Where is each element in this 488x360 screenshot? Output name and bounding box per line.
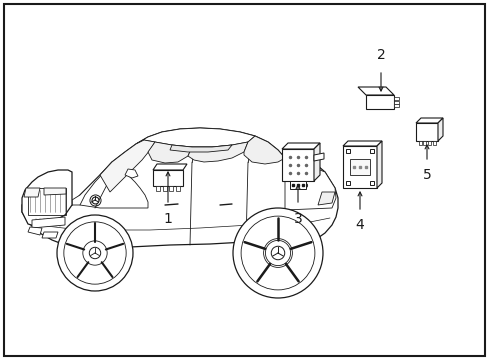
Bar <box>176 186 180 191</box>
Bar <box>431 141 435 145</box>
Polygon shape <box>72 162 148 208</box>
Polygon shape <box>42 232 58 238</box>
Bar <box>393 104 398 108</box>
Bar <box>393 96 398 99</box>
Polygon shape <box>317 192 334 205</box>
Bar <box>393 100 398 104</box>
Polygon shape <box>28 227 42 235</box>
Text: 3: 3 <box>293 212 302 226</box>
Bar <box>418 141 421 145</box>
Polygon shape <box>376 141 381 188</box>
Bar <box>156 186 160 191</box>
Polygon shape <box>44 188 66 195</box>
Polygon shape <box>100 140 155 192</box>
Polygon shape <box>22 128 337 253</box>
Polygon shape <box>148 142 192 163</box>
Bar <box>169 186 173 191</box>
Polygon shape <box>153 164 186 170</box>
Text: 5: 5 <box>422 168 430 182</box>
Polygon shape <box>32 217 65 228</box>
Polygon shape <box>342 146 376 188</box>
Bar <box>427 141 430 145</box>
Polygon shape <box>282 149 313 181</box>
Circle shape <box>82 241 107 265</box>
Polygon shape <box>415 118 442 123</box>
Polygon shape <box>187 142 247 162</box>
Text: 2: 2 <box>376 48 385 62</box>
Polygon shape <box>282 143 319 149</box>
Polygon shape <box>349 159 369 175</box>
Polygon shape <box>365 95 393 109</box>
Circle shape <box>241 216 314 290</box>
Polygon shape <box>22 170 72 227</box>
Circle shape <box>57 215 133 291</box>
Polygon shape <box>313 143 319 181</box>
Polygon shape <box>357 87 393 95</box>
Polygon shape <box>136 128 254 147</box>
Polygon shape <box>313 153 324 161</box>
Polygon shape <box>170 145 231 152</box>
Circle shape <box>64 222 126 284</box>
Circle shape <box>263 239 292 267</box>
Polygon shape <box>415 123 437 141</box>
Bar <box>163 186 166 191</box>
Text: 1: 1 <box>163 212 172 226</box>
Polygon shape <box>244 136 285 164</box>
Polygon shape <box>285 158 335 210</box>
Polygon shape <box>437 118 442 141</box>
Polygon shape <box>289 181 305 189</box>
Circle shape <box>89 247 101 259</box>
Polygon shape <box>125 169 138 178</box>
Circle shape <box>232 208 323 298</box>
Polygon shape <box>342 141 381 146</box>
Text: 4: 4 <box>355 218 364 232</box>
Circle shape <box>271 246 284 260</box>
Polygon shape <box>24 188 40 197</box>
Polygon shape <box>153 170 183 186</box>
Bar <box>422 141 426 145</box>
